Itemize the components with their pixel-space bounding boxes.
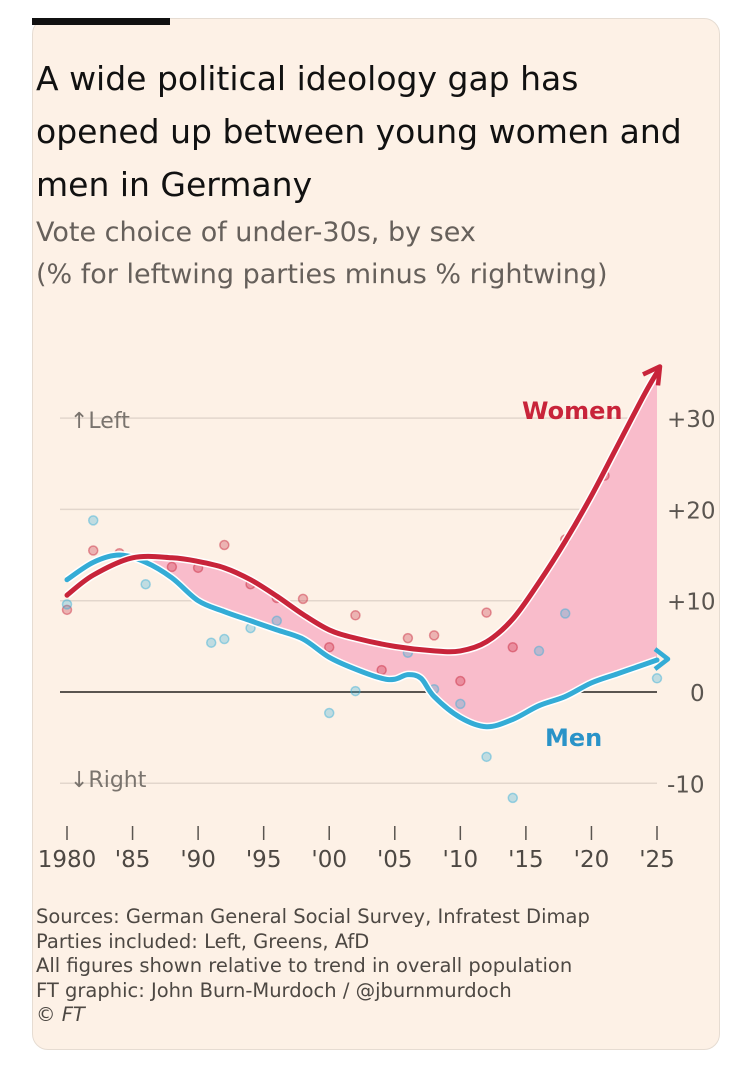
women-trend-line	[64, 369, 660, 655]
note-parties: Parties included: Left, Greens, AfD	[36, 929, 370, 953]
x-tick-label: '95	[246, 847, 282, 873]
men-point	[651, 673, 663, 684]
x-tick-label: '00	[311, 847, 347, 873]
women-point	[428, 630, 440, 641]
men-point	[533, 645, 545, 657]
men-point	[481, 751, 492, 763]
x-tick-label: 1980	[38, 847, 97, 873]
chart-notes: Sources: German General Social Survey, I…	[36, 905, 590, 1028]
x-tick-label: '20	[574, 847, 610, 873]
y-tick-label: +10	[667, 590, 716, 616]
women-point	[297, 593, 309, 605]
men-point	[507, 792, 519, 804]
men-point	[323, 707, 335, 719]
chart-subtitle: Vote choice of under-30s, by sex (% for …	[36, 212, 696, 296]
women-point	[507, 642, 519, 653]
chart-title: A wide political ideology gap has opened…	[36, 59, 682, 204]
note-copyright: © FT	[36, 1003, 85, 1026]
x-tick-label: '25	[639, 847, 675, 873]
subtitle-line-1: Vote choice of under-30s, by sex	[36, 217, 476, 248]
men-point	[219, 633, 230, 645]
y-tick-label: +30	[667, 407, 716, 433]
men-point	[87, 515, 99, 526]
y-tick-label: 0	[690, 681, 705, 707]
subtitle-line-2: (% for leftwing parties minus % rightwin…	[36, 259, 608, 290]
x-tick-label: '90	[180, 847, 216, 873]
men-point	[559, 608, 571, 619]
x-tick-label: '05	[377, 847, 413, 873]
men-point	[455, 698, 466, 710]
men-arrow-icon	[653, 647, 671, 671]
women-point	[481, 607, 492, 618]
women-point	[323, 642, 335, 653]
y-tick-label: -10	[667, 772, 705, 798]
right-direction-label: ↓Right	[70, 768, 147, 793]
note-credit: FT graphic: John Burn-Murdoch / @jburnmu…	[36, 978, 512, 1002]
men-point	[271, 615, 283, 627]
women-point	[455, 675, 466, 687]
x-tick-label: '15	[508, 847, 544, 873]
men-trend-line	[64, 552, 660, 730]
x-tick-label: '10	[443, 847, 479, 873]
men-point	[205, 637, 217, 648]
women-point	[87, 545, 99, 556]
women-series-label: Women	[522, 397, 622, 425]
women-point	[402, 632, 414, 644]
gap-area	[145, 372, 657, 727]
men-point	[140, 579, 151, 590]
men-point	[350, 685, 361, 697]
women-point	[376, 664, 387, 676]
ft-top-bar	[32, 18, 170, 25]
men-series-label: Men	[545, 724, 602, 752]
women-point	[61, 604, 73, 616]
women-point	[350, 610, 361, 621]
men-point	[61, 599, 73, 610]
women-point	[219, 539, 230, 551]
women-point	[166, 561, 178, 573]
women-arrow-icon	[642, 364, 663, 386]
left-direction-label: ↑Left	[70, 409, 130, 434]
note-relative: All figures shown relative to trend in o…	[36, 954, 573, 977]
x-tick-label: '85	[115, 847, 151, 873]
y-tick-label: +20	[667, 498, 716, 524]
note-sources: Sources: German General Social Survey, I…	[36, 905, 590, 928]
